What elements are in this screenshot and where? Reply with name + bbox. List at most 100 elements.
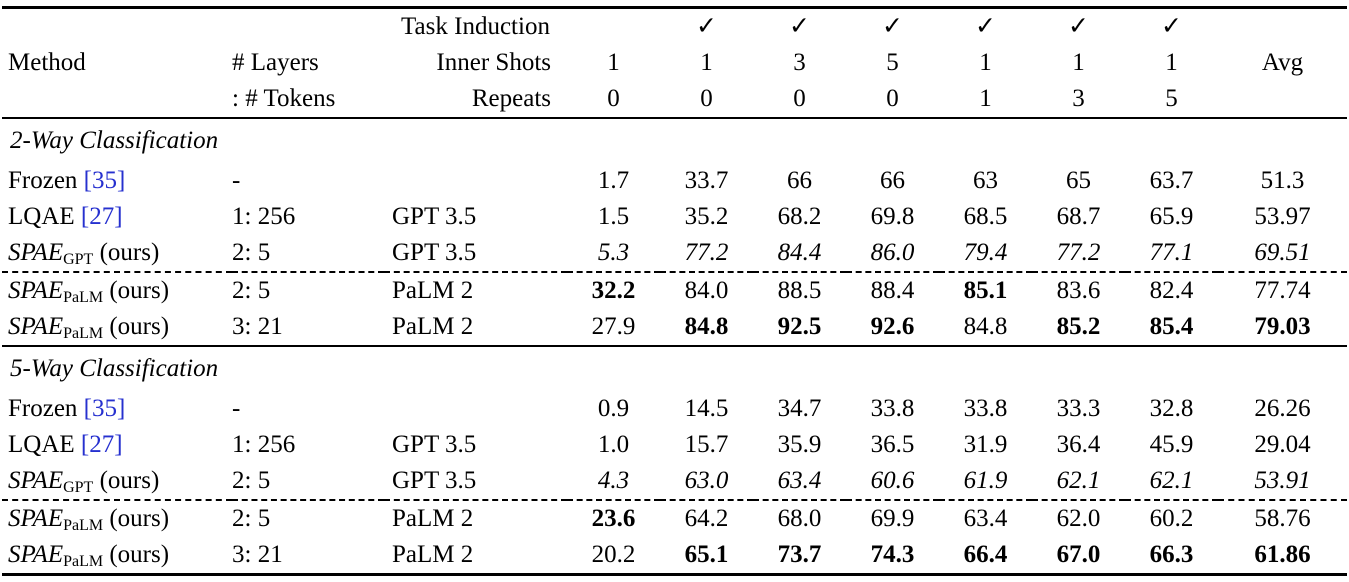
layers-tokens-cell: -: [232, 167, 241, 194]
checkmark-icon: ✓: [789, 13, 810, 40]
avg-value-cell: 53.97: [1254, 203, 1311, 230]
language-model-cell: GPT 3.5: [392, 203, 477, 230]
checkmark-icon: ✓: [1068, 13, 1089, 40]
score-cell: 92.5: [777, 313, 822, 340]
table-row: SPAEGPT (ours) 2: 5 GPT 3.5 5.3 77.2 84.4 86.0…: [2, 235, 1347, 272]
ours-label: (ours): [103, 313, 170, 340]
avg-value-cell: 29.04: [1254, 431, 1311, 458]
language-model-cell: [384, 391, 567, 427]
score-cell: 79.4: [963, 239, 1008, 266]
table-row: Frozen [35] -1.7 33.7 66 66 63 65 63.7 51.3: [2, 163, 1347, 199]
method-name: SPAE: [8, 239, 64, 266]
header-row-main: Method # Layers Inner Shots 1 1 3 5 1 1 …: [2, 45, 1347, 81]
score-cell: 63.0: [684, 467, 729, 494]
score-cell: 66: [880, 167, 905, 194]
table-row: LQAE [27] 1: 256 GPT 3.5 1.5 35.2 68.2 69.8 68.…: [2, 199, 1347, 235]
score-cell: 68.5: [963, 203, 1008, 230]
inner-shots-value: 1: [1165, 49, 1178, 76]
method-cell: SPAEPaLM (ours): [2, 271, 232, 309]
score-cell: 36.4: [1056, 431, 1101, 458]
table-row: Frozen [35] -0.9 14.5 34.7 33.8 33.8 33.3 32.8 2…: [2, 391, 1347, 427]
method-cell: SPAEGPT (ours): [2, 235, 232, 272]
layers-tokens-cell: 2: 5: [232, 271, 384, 309]
section-title: 2-Way Classification: [10, 127, 219, 154]
score-cell: 32.2: [567, 271, 660, 309]
score-cell: 62.1: [1149, 467, 1194, 494]
language-model-cell: PaLM 2: [384, 499, 567, 537]
score-cell: 63: [973, 167, 998, 194]
score-cell: 77.2: [684, 239, 729, 266]
score-cell: 64.2: [660, 499, 753, 537]
method-name: LQAE: [8, 203, 75, 230]
language-model-cell: PaLM 2: [384, 271, 567, 309]
citation-link[interactable]: [35]: [83, 167, 126, 194]
score-cell: 66: [787, 167, 812, 194]
score-cell: 85.2: [1056, 313, 1101, 340]
method-subscript: GPT: [63, 251, 94, 268]
avg-value-cell: 79.03: [1254, 313, 1311, 340]
spacer-cell: [567, 8, 660, 46]
inner-shots-value: 1: [1072, 49, 1085, 76]
table-row: LQAE [27] 1: 256 GPT 3.5 1.0 15.7 35.9 36.5 31.…: [2, 427, 1347, 463]
score-cell: 66.4: [963, 541, 1008, 568]
layers-tokens-cell: 3: 21: [232, 541, 283, 568]
method-name: Frozen: [8, 167, 78, 194]
method-name: SPAE: [8, 541, 64, 568]
section-title: 5-Way Classification: [2, 345, 1347, 391]
score-cell: 35.2: [684, 203, 729, 230]
layers-tokens-cell: 2: 5: [232, 499, 384, 537]
table-row: SPAEPaLM (ours) 2: 5 PaLM 2 32.2 84.0 88.5 88.…: [2, 271, 1347, 309]
results-table: Task Induction ✓ ✓ ✓ ✓ ✓ ✓ Method # Laye…: [2, 6, 1347, 576]
inner-shots-value: 1: [700, 49, 713, 76]
inner-shots-value: 1: [607, 49, 620, 76]
layers-tokens-cell: 2: 5: [232, 467, 271, 494]
method-column-header: Method: [8, 49, 86, 76]
score-cell: 84.8: [963, 313, 1008, 340]
method-cell: SPAEPaLM (ours): [2, 499, 232, 537]
layers-tokens-cell: 1: 256: [232, 431, 296, 458]
method-subscript: PaLM: [63, 517, 104, 534]
score-cell: 45.9: [1149, 431, 1194, 458]
ours-label: (ours): [103, 541, 170, 568]
method-name: SPAE: [8, 467, 64, 494]
ours-label: (ours): [93, 467, 160, 494]
score-cell: 67.0: [1056, 541, 1101, 568]
score-cell: 35.9: [777, 431, 822, 458]
repeats-header: Repeats: [384, 81, 567, 119]
section-header-row: 2-Way Classification: [2, 118, 1347, 163]
score-cell: 60.6: [870, 467, 915, 494]
score-cell: 62.1: [1056, 467, 1101, 494]
score-cell: 77.2: [1056, 239, 1101, 266]
method-name: SPAE: [8, 313, 64, 340]
table-row: SPAEGPT (ours) 2: 5 GPT 3.5 4.3 63.0 63.4 60.6…: [2, 463, 1347, 500]
spacer-cell: [2, 8, 232, 46]
score-cell: 4.3: [597, 467, 630, 494]
score-cell: 33.8: [870, 395, 915, 422]
method-cell: Frozen [35]: [2, 391, 232, 427]
score-cell: 20.2: [591, 541, 636, 568]
citation-link[interactable]: [27]: [80, 203, 123, 230]
score-cell: 5.3: [597, 239, 630, 266]
spacer-cell: [232, 8, 384, 46]
layers-tokens-cell: 3: 21: [232, 313, 283, 340]
avg-value-cell: 58.76: [1218, 499, 1347, 537]
score-cell: 82.4: [1125, 271, 1218, 309]
task-induction-label: Task Induction: [401, 13, 550, 40]
score-cell: 69.8: [870, 203, 915, 230]
score-cell: 36.5: [870, 431, 915, 458]
citation-link[interactable]: [27]: [80, 431, 123, 458]
inner-shots-header: Inner Shots: [436, 49, 551, 76]
table-row: SPAEPaLM (ours) 3: 21 PaLM 2 20.2 65.1 73.7 74…: [2, 537, 1347, 575]
citation-link[interactable]: [35]: [83, 395, 126, 422]
checkmark-icon: ✓: [1161, 13, 1182, 40]
score-cell: 1.0: [597, 431, 630, 458]
score-cell: 77.1: [1149, 239, 1194, 266]
score-cell: 63.7: [1149, 167, 1194, 194]
spacer-cell: [2, 81, 232, 119]
score-cell: 73.7: [777, 541, 822, 568]
score-cell: 74.3: [870, 541, 915, 568]
score-cell: 85.4: [1149, 313, 1194, 340]
layers-tokens-cell: 1: 256: [232, 203, 296, 230]
score-cell: 32.8: [1149, 395, 1194, 422]
